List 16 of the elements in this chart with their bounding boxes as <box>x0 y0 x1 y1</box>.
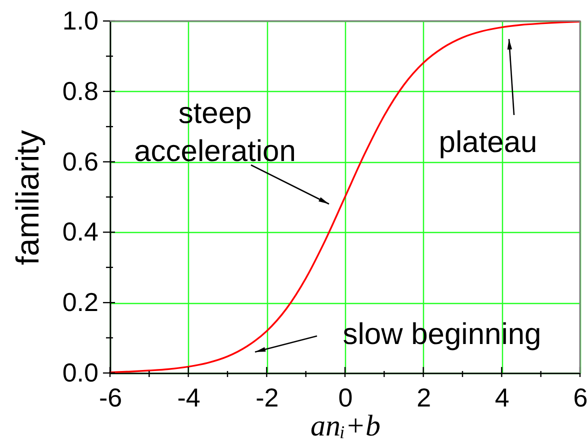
x-tick-label: -6 <box>98 382 122 412</box>
y-axis-title: familiarity <box>9 130 46 266</box>
y-tick-label: 0.8 <box>62 76 98 106</box>
x-tick-label: -4 <box>177 382 200 412</box>
line-series <box>109 20 581 374</box>
x-tick-label: 2 <box>416 382 432 412</box>
x-axis-title: anᵢ+b <box>310 410 380 442</box>
y-tick-label: 1.0 <box>62 6 98 36</box>
y-tick-label: 0.6 <box>62 146 98 176</box>
x-tick-label: 6 <box>573 382 588 412</box>
x-tick-label: 4 <box>494 382 510 412</box>
y-tick-label: 0.2 <box>62 287 98 318</box>
y-tick-label: 0.0 <box>62 358 98 388</box>
x-tick-label: -2 <box>256 382 279 412</box>
x-tick-label: 0 <box>338 382 353 412</box>
y-tick-label: 0.4 <box>62 216 98 247</box>
